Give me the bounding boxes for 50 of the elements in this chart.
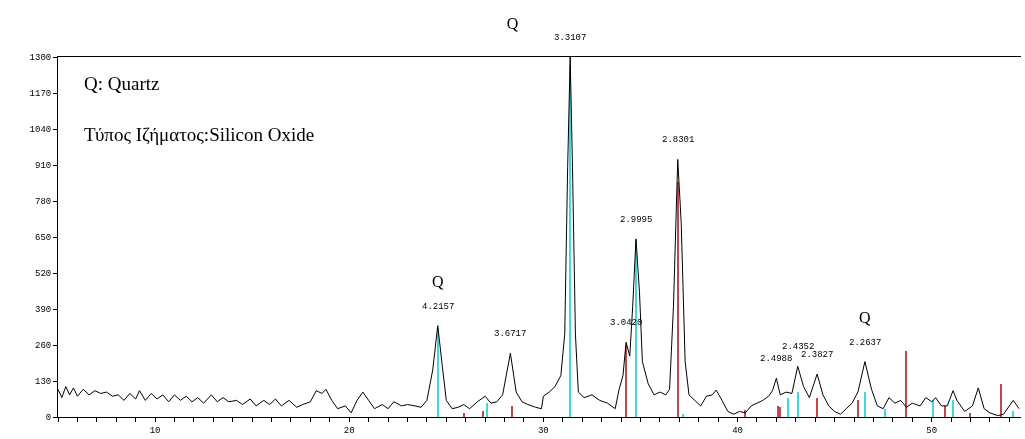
bar (969, 413, 971, 417)
bar (797, 392, 799, 417)
bar (1012, 411, 1014, 417)
bar (486, 403, 488, 417)
y-tick-label: 130 (35, 377, 52, 388)
x-tick-label: 50 (926, 425, 938, 436)
x-tick-label: 20 (343, 425, 355, 436)
bar (511, 406, 513, 417)
bar (932, 400, 934, 417)
y-tick-label: 780 (35, 197, 52, 208)
annotation: Q (432, 273, 444, 290)
annotation: Q: Quartz (84, 73, 160, 94)
bar (952, 400, 954, 417)
chart-title: Q (506, 14, 519, 32)
y-tick-label: 260 (35, 341, 52, 352)
y-tick-label: 1170 (29, 89, 52, 100)
x-tick-label: 30 (537, 425, 549, 436)
annotation: Τύπος Ιζήματος:Silicon Oxide (84, 124, 315, 145)
annotation: 2.4988 (760, 354, 793, 364)
bar (625, 345, 627, 417)
annotation: 2.2637 (849, 338, 882, 348)
y-tick-label: 910 (35, 161, 52, 172)
annotation: 4.2157 (422, 302, 455, 312)
y-tick-label: 650 (35, 233, 52, 244)
x-tick-label: 40 (732, 425, 743, 436)
bar (677, 182, 679, 417)
y-tick-label: 1300 (29, 53, 52, 64)
y-tick-label: 520 (35, 269, 52, 280)
annotation: 3.3107 (554, 33, 587, 43)
bar (682, 414, 684, 417)
bar (944, 406, 946, 417)
bar (463, 413, 465, 417)
bar (857, 400, 859, 417)
annotation: 2.4352 (782, 342, 815, 352)
x-tick-label: 10 (149, 425, 161, 436)
annotation: Q (859, 309, 871, 326)
y-tick-label: 1040 (29, 125, 52, 136)
annotation: 3.6717 (494, 329, 527, 339)
bar (482, 411, 484, 417)
annotation: 2.9995 (620, 215, 653, 225)
bar (787, 398, 789, 417)
bar (816, 398, 818, 417)
y-tick-label: 0 (45, 413, 52, 424)
annotation: 2.8301 (662, 135, 695, 145)
bar (1000, 384, 1002, 417)
bar (864, 392, 866, 417)
y-tick-label: 390 (35, 305, 52, 316)
annotation: 2.3827 (801, 350, 834, 360)
bar (884, 409, 886, 417)
bar (905, 351, 907, 417)
